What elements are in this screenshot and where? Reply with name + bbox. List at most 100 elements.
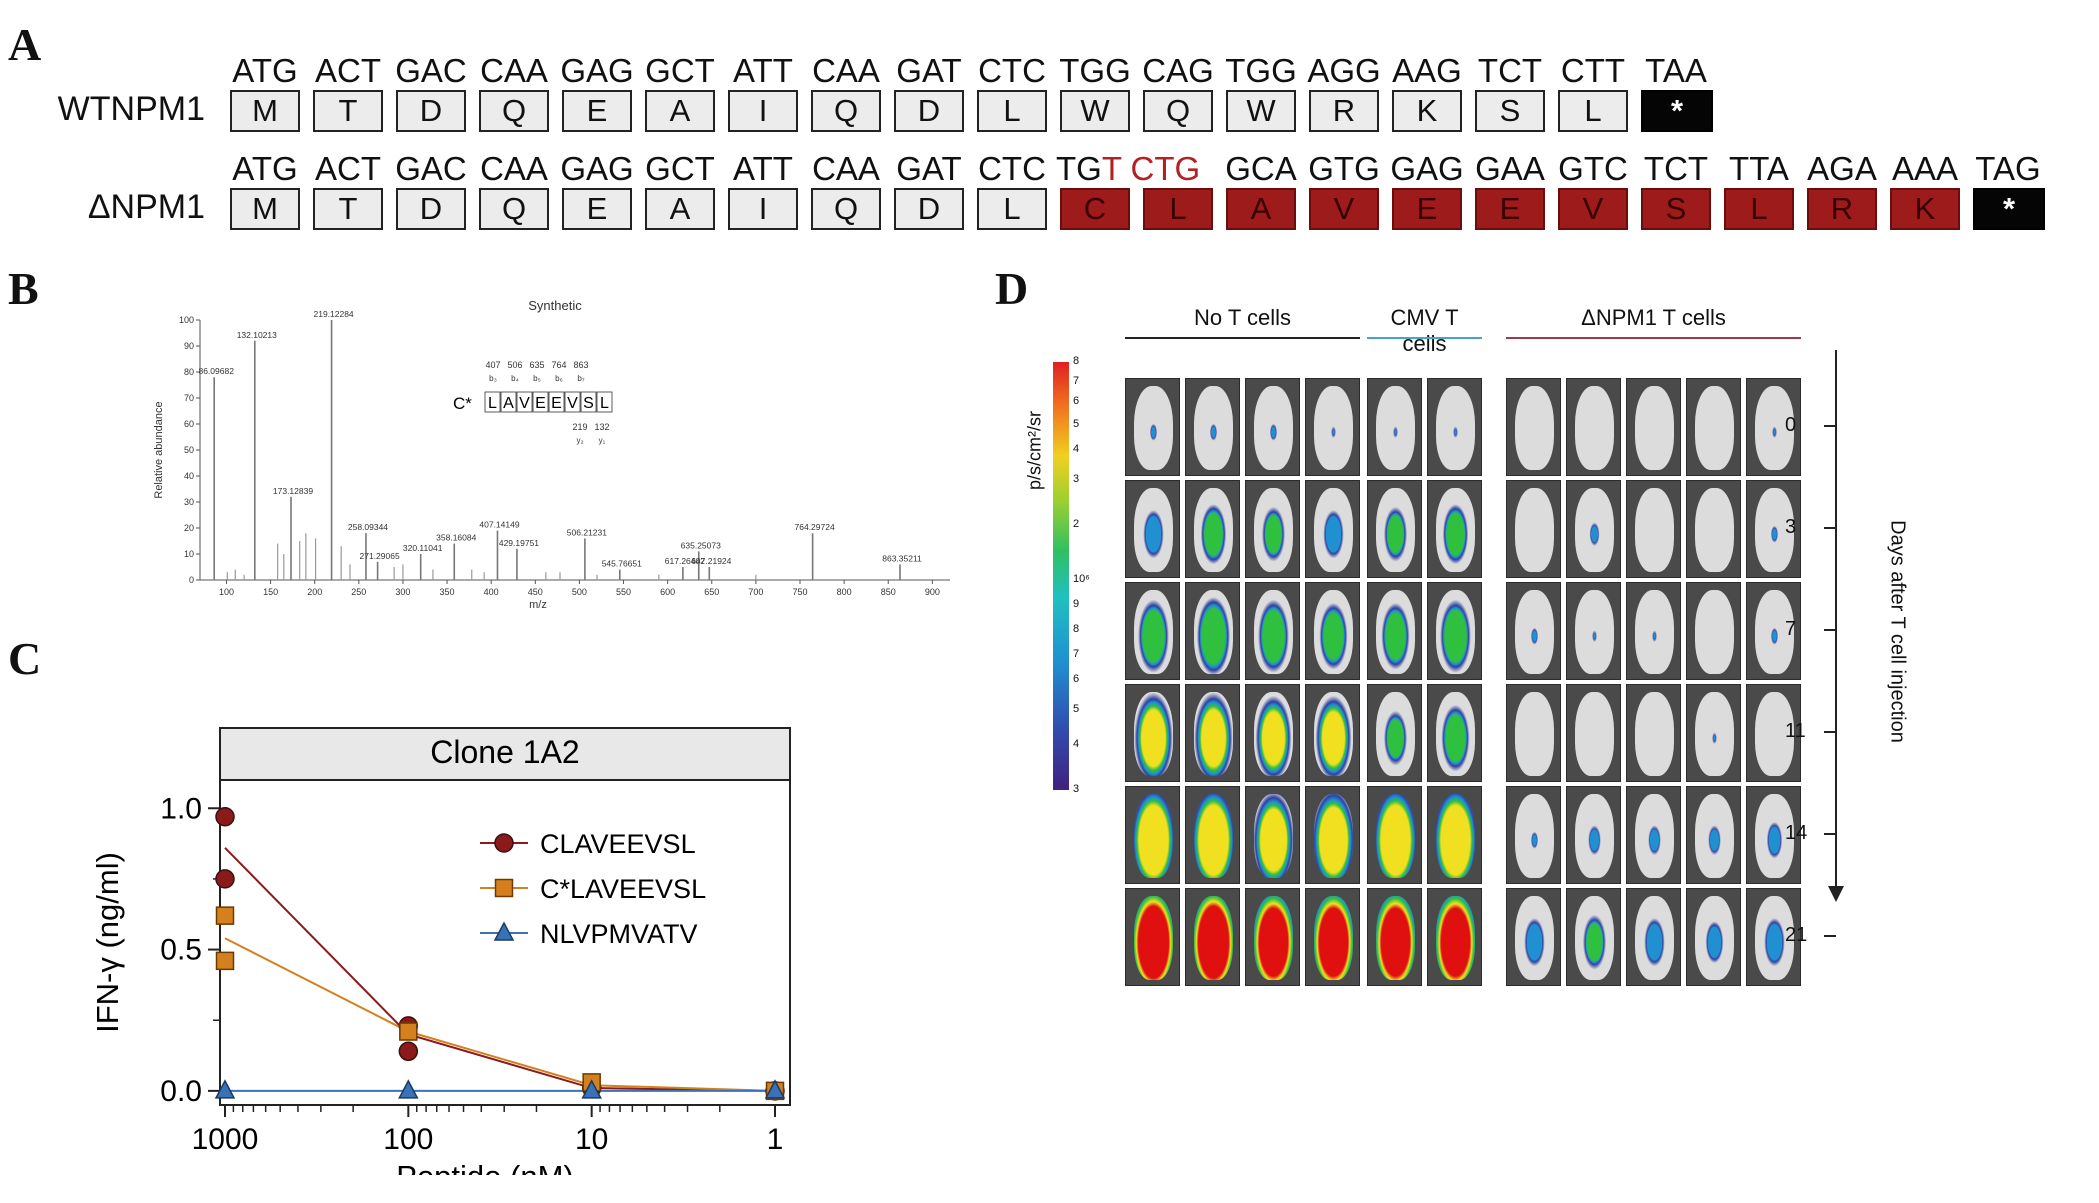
wt-codon: CTC	[978, 52, 1046, 89]
colorbar-tick-label: 5	[1073, 703, 1080, 715]
mouse-body	[1376, 590, 1415, 674]
mutant-residue-box: S	[1641, 188, 1711, 230]
day-tick	[1824, 731, 1836, 733]
residue-box: Q	[1143, 90, 1213, 132]
mouse-image	[1125, 684, 1180, 782]
mouse-image	[1427, 582, 1482, 680]
data-point	[764, 1079, 786, 1099]
peak-label: 506.21231	[567, 527, 607, 537]
mouse-body	[1575, 794, 1614, 878]
mouse-body	[1254, 896, 1293, 980]
mouse-image	[1746, 684, 1801, 782]
residue-box: A	[645, 90, 715, 132]
mouse-body	[1376, 692, 1415, 776]
day-tick	[1824, 833, 1836, 835]
mut-codon: GAC	[395, 150, 467, 187]
b-ion-mass: 635	[529, 360, 544, 370]
mouse-body	[1376, 386, 1415, 470]
panel-letter-c: C	[8, 633, 42, 684]
mouse-body	[1314, 692, 1353, 776]
mouse-body	[1575, 386, 1614, 470]
mouse-image	[1245, 480, 1300, 578]
mouse-image	[1746, 582, 1801, 680]
day-label: 21	[1785, 924, 1808, 946]
mutant-residue-box: C	[1060, 188, 1130, 230]
mouse-body	[1515, 896, 1554, 980]
mouse-body	[1695, 794, 1734, 878]
mouse-image	[1185, 378, 1240, 476]
peptide-residue-box	[484, 391, 501, 413]
residue-box: I	[728, 90, 798, 132]
mouse-image	[1746, 378, 1801, 476]
mass-spectrum-chart: Synthetic m/z Relative abundance C* L A V E E…	[153, 298, 950, 611]
mouse-image	[1566, 480, 1621, 578]
mouse-image	[1305, 786, 1360, 884]
mouse-image	[1506, 378, 1561, 476]
residue-box: L	[977, 90, 1047, 132]
x-tick-label: 650	[704, 587, 719, 597]
mouse-image	[1305, 480, 1360, 578]
data-point	[494, 878, 514, 898]
peak-label: 271.29065	[360, 551, 400, 561]
mutant-residue-box: L	[1724, 188, 1794, 230]
colorbar-tick-label: 8	[1073, 355, 1080, 367]
residue-box: Q	[811, 90, 881, 132]
mouse-body	[1254, 386, 1293, 470]
y-ion-mass: 219	[572, 422, 587, 432]
x-tick-label: 300	[395, 587, 410, 597]
mouse-image	[1367, 480, 1422, 578]
wt-codon: CAG	[1142, 52, 1214, 89]
mouse-body	[1635, 488, 1674, 572]
peak-label: 320.11041	[403, 543, 443, 553]
y-ion-name: y₁	[599, 436, 606, 445]
residue-box: Q	[479, 188, 549, 230]
y-tick-label: 50	[184, 445, 194, 455]
mouse-body	[1515, 488, 1554, 572]
mouse-body	[1376, 896, 1415, 980]
mouse-image	[1305, 582, 1360, 680]
residue-box: D	[894, 90, 964, 132]
mouse-body	[1134, 488, 1173, 572]
mouse-body	[1515, 794, 1554, 878]
day-label: 14	[1785, 822, 1808, 844]
mouse-image	[1566, 786, 1621, 884]
mouse-image	[1626, 684, 1681, 782]
x-tick-label: 850	[881, 587, 896, 597]
y-tick-label: 0	[189, 575, 194, 585]
x-tick-label: 900	[925, 587, 940, 597]
group-label: CMV T cells	[1390, 305, 1459, 356]
mouse-image	[1185, 480, 1240, 578]
mut-codon: GCT	[645, 150, 715, 187]
wt-sequence-row: WTNPM1 ATG ACT GAC CAA GAG GCT ATT CAA GAT CTC TGG…	[0, 52, 2099, 172]
day-label: 0	[1785, 414, 1797, 436]
peptide-residue: L	[600, 395, 609, 412]
data-point	[215, 869, 235, 889]
mouse-image	[1626, 888, 1681, 986]
wt-codon: ATG	[232, 52, 298, 89]
day-tick	[1824, 935, 1836, 937]
peptide-residue-box	[580, 391, 597, 413]
colorbar-tick-label: 4	[1073, 443, 1080, 455]
group-underline	[1506, 337, 1801, 339]
mouse-image	[1367, 786, 1422, 884]
day-axis-label: Days after T cell injection	[1886, 520, 1909, 743]
data-point	[399, 1022, 418, 1041]
wt-codon: GAG	[560, 52, 634, 89]
mouse-body	[1755, 590, 1794, 674]
mouse-image	[1245, 888, 1300, 986]
x-tick-label: 500	[572, 587, 587, 597]
y-tick-label: 40	[184, 471, 194, 481]
mouse-image	[1185, 786, 1240, 884]
mouse-body	[1314, 386, 1353, 470]
mouse-image	[1305, 378, 1360, 476]
plot-frame	[219, 779, 791, 1106]
mouse-image	[1626, 582, 1681, 680]
mouse-body	[1755, 386, 1794, 470]
x-tick-label: 550	[616, 587, 631, 597]
ifn-gamma-line-chart: Clone 1A2 1000 100 10 1 0.0 0.5 1.0 Peptide (nM)…	[90, 727, 791, 1194]
mut-codon: CAA	[480, 150, 548, 187]
mouse-image	[1506, 786, 1561, 884]
residue-box: W	[1060, 90, 1130, 132]
y-tick-label: 10	[184, 549, 194, 559]
x-tick-label: 100	[219, 587, 234, 597]
